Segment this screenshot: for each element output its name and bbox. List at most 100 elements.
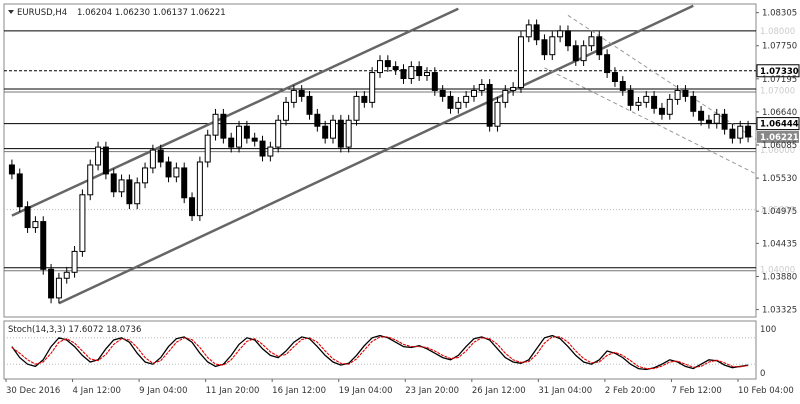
candle-up: [212, 113, 219, 136]
candle-up: [134, 182, 141, 205]
candle-down: [243, 125, 250, 139]
candle-down: [690, 95, 697, 112]
candle-up: [32, 221, 39, 229]
level-label: 1.06221: [760, 133, 799, 143]
candle-down: [228, 137, 235, 148]
y-tick-label: 1.03325: [762, 306, 797, 316]
price-axis: 1.08305 1.07750 1.07195 1.06640 1.06085 1.055…: [756, 9, 797, 316]
candle-up: [149, 149, 156, 169]
candle-up: [455, 101, 462, 109]
candle-down: [165, 161, 172, 178]
stochastic-k-line: [11, 334, 749, 371]
candle-down: [729, 128, 736, 139]
level-label: 1.06444: [760, 120, 799, 130]
candle-up: [525, 24, 532, 38]
candle-up: [737, 125, 744, 139]
level-label: 1.08000: [760, 27, 795, 37]
candle-up: [290, 89, 297, 103]
time-axis: 30 Dec 2016 4 Jan 12:00 9 Jan 04:00 11 Jan …: [5, 379, 794, 396]
candle-up: [345, 119, 352, 148]
candle-up: [580, 45, 587, 62]
candle-down: [619, 81, 626, 91]
trendline: [544, 67, 757, 175]
candle-up: [87, 164, 94, 196]
candle-down: [604, 54, 611, 74]
candle-up: [635, 101, 642, 106]
y-tick-label: 1.03880: [762, 272, 797, 282]
candle-down: [102, 146, 109, 175]
candlestick-series: [8, 19, 752, 304]
x-tick-label: 19 Jan 04:00: [339, 386, 393, 396]
x-tick-label: 23 Jan 20:00: [405, 386, 459, 396]
candle-down: [682, 89, 689, 97]
candle-down: [596, 36, 603, 56]
x-tick-label: 26 Jan 12:00: [472, 386, 526, 396]
level-label-box: [756, 64, 800, 78]
stochastic-d-line: [11, 336, 749, 370]
candle-down: [220, 113, 227, 139]
level-label: 1.05000: [760, 206, 795, 216]
stochastic-scale-top: 100: [760, 325, 776, 335]
symbol-label: EURUSD,H4: [17, 8, 67, 18]
candle-up: [204, 134, 211, 163]
candle-down: [439, 89, 446, 97]
level-label: 1.04000: [760, 265, 795, 275]
y-tick-label: 1.07195: [762, 75, 797, 85]
candle-down: [361, 95, 368, 103]
candle-up: [236, 125, 243, 148]
y-tick-label: 1.04975: [762, 207, 797, 217]
candle-up: [674, 89, 681, 100]
candle-up: [517, 36, 524, 88]
candle-up: [502, 89, 509, 103]
candle-down: [298, 89, 305, 97]
candle-down: [541, 39, 548, 56]
candle-down: [416, 66, 423, 77]
candle-down: [24, 206, 31, 229]
y-tick-label: 1.06640: [762, 108, 797, 118]
level-label: 1.06000: [760, 146, 795, 156]
candle-up: [353, 95, 360, 121]
candle-down: [384, 60, 391, 68]
level-label: 1.07330: [760, 67, 799, 77]
candle-down: [447, 95, 454, 109]
candle-down: [314, 113, 321, 127]
dropdown-arrow-icon[interactable]: [8, 10, 14, 14]
candle-down: [40, 221, 47, 270]
y-tick-label: 1.07750: [762, 42, 797, 52]
candle-up: [463, 95, 470, 103]
candle-down: [48, 268, 55, 299]
ohlc-readout: 1.06204 1.06230 1.06137 1.06221: [77, 8, 226, 18]
x-tick-label: 7 Feb 12:00: [671, 386, 721, 396]
x-tick-label: 11 Jan 20:00: [206, 386, 260, 396]
candle-up: [377, 60, 383, 74]
x-tick-label: 16 Jan 12:00: [272, 386, 326, 396]
y-tick-label: 1.06085: [762, 141, 797, 151]
x-tick-label: 31 Jan 04:00: [538, 386, 592, 396]
candle-down: [658, 107, 665, 115]
candle-down: [189, 197, 196, 217]
candle-up: [267, 146, 274, 157]
level-label-box: [756, 117, 800, 131]
candle-down: [337, 119, 344, 148]
candle-down: [486, 83, 493, 127]
candle-up: [63, 271, 70, 279]
candle-down: [400, 69, 407, 80]
candle-down: [126, 179, 133, 205]
candle-down: [533, 24, 540, 41]
candle-down: [8, 164, 15, 175]
candle-down: [306, 95, 313, 115]
candle-up: [666, 98, 673, 115]
candle-up: [423, 72, 430, 77]
candle-down: [251, 137, 258, 142]
candle-up: [494, 101, 501, 127]
stochastic-series: [4, 334, 756, 371]
candle-up: [142, 167, 149, 184]
candle-up: [557, 30, 564, 38]
candle-down: [181, 167, 188, 199]
candle-up: [588, 36, 595, 47]
y-tick-label: 1.08305: [762, 9, 797, 19]
candle-down: [157, 149, 164, 163]
candle-up: [369, 72, 376, 103]
candle-up: [510, 86, 517, 91]
